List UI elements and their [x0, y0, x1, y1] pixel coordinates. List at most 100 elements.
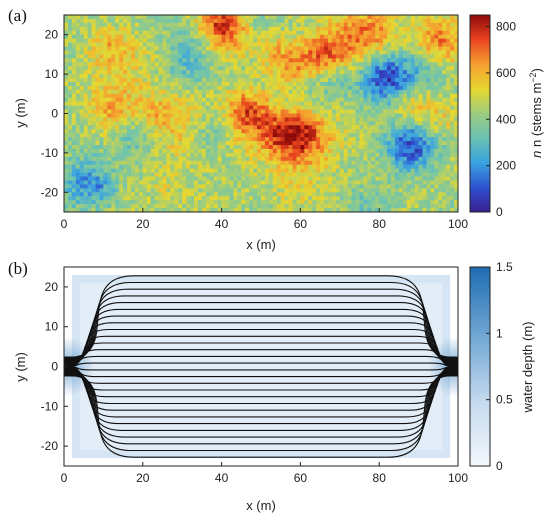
heatmap-cell: [339, 137, 345, 142]
heatmap-cell: [442, 145, 447, 150]
heatmap-cell: [430, 101, 435, 107]
heatmap-cell: [107, 117, 112, 122]
heatmap-cell: [99, 109, 104, 114]
heatmap-cell: [367, 188, 372, 193]
heatmap-cell: [257, 62, 262, 67]
heatmap-cell: [150, 180, 156, 185]
heatmap-cell: [162, 125, 167, 130]
heatmap-cell: [115, 93, 120, 99]
heatmap-cell: [237, 15, 242, 20]
heatmap-cell: [99, 200, 104, 205]
heatmap-cell: [115, 176, 120, 181]
heatmap-cell: [264, 34, 270, 40]
heatmap-cell: [162, 113, 167, 118]
heatmap-cell: [327, 156, 333, 162]
heatmap-cell: [371, 184, 376, 189]
heatmap-cell: [186, 46, 191, 51]
heatmap-cell: [394, 54, 400, 59]
heatmap-cell: [371, 160, 376, 166]
heatmap-cell: [359, 66, 364, 71]
heatmap-cell: [300, 148, 305, 154]
heatmap-cell: [107, 200, 112, 205]
heatmap-cell: [410, 192, 416, 197]
heatmap-cell: [284, 188, 289, 193]
heatmap-cell: [406, 66, 412, 71]
heatmap-cell: [245, 85, 250, 91]
heatmap-cell: [233, 89, 238, 95]
heatmap-cell: [150, 208, 156, 212]
heatmap-cell: [103, 30, 108, 36]
heatmap-cell: [375, 89, 380, 95]
heatmap-cell: [320, 109, 325, 114]
heatmap-cell: [339, 148, 345, 154]
heatmap-cell: [426, 15, 431, 20]
heatmap-cell: [130, 113, 136, 118]
heatmap-cell: [430, 66, 435, 71]
heatmap-cell: [119, 113, 124, 118]
heatmap-cell: [320, 200, 325, 205]
heatmap-cell: [264, 145, 270, 150]
heatmap-cell: [225, 129, 230, 134]
heatmap-cell: [115, 74, 120, 79]
heatmap-cell: [430, 109, 435, 114]
heatmap-cell: [371, 176, 376, 181]
heatmap-cell: [83, 50, 89, 55]
heatmap-cell: [410, 22, 416, 28]
heatmap-cell: [272, 46, 278, 51]
heatmap-cell: [170, 97, 175, 103]
heatmap-cell: [316, 113, 321, 118]
heatmap-cell: [87, 168, 92, 173]
heatmap-cell: [123, 38, 128, 43]
heatmap-cell: [454, 113, 458, 118]
heatmap-cell: [264, 152, 270, 158]
heatmap-cell: [83, 204, 89, 209]
heatmap-cell: [434, 74, 439, 79]
heatmap-cell: [387, 46, 392, 51]
heatmap-cell: [327, 152, 333, 158]
heatmap-cell: [402, 208, 408, 212]
heatmap-cell: [197, 125, 203, 130]
heatmap-cell: [154, 168, 159, 173]
heatmap-cell: [194, 196, 199, 201]
heatmap-cell: [324, 42, 329, 47]
heatmap-cell: [450, 192, 455, 197]
heatmap-cell: [253, 101, 258, 107]
heatmap-cell: [394, 89, 400, 95]
heatmap-cell: [83, 188, 89, 193]
heatmap-cell: [123, 145, 128, 150]
heatmap-cell: [335, 81, 341, 87]
heatmap-cell: [450, 105, 455, 110]
heatmap-cell: [331, 156, 337, 162]
heatmap-cell: [391, 184, 396, 189]
heatmap-cell: [272, 208, 278, 212]
heatmap-cell: [379, 117, 384, 122]
heatmap-cell: [347, 81, 353, 87]
heatmap-cell: [296, 15, 301, 20]
heatmap-cell: [414, 160, 419, 166]
heatmap-cell: [178, 133, 183, 138]
heatmap-cell: [67, 137, 73, 142]
heatmap-cell: [146, 137, 152, 142]
heatmap-cell: [363, 117, 368, 122]
heatmap-cell: [83, 172, 89, 177]
heatmap-cell: [103, 70, 108, 75]
heatmap-cell: [154, 172, 159, 177]
heatmap-cell: [75, 93, 81, 99]
heatmap-cell: [197, 164, 203, 170]
heatmap-cell: [221, 121, 226, 126]
heatmap-cell: [134, 50, 140, 55]
heatmap-cell: [410, 196, 416, 201]
heatmap-cell: [237, 89, 242, 95]
heatmap-cell: [446, 156, 451, 162]
heatmap-cell: [241, 113, 246, 118]
heatmap-cell: [347, 22, 353, 28]
heatmap-cell: [75, 208, 81, 212]
heatmap-cell: [335, 89, 341, 95]
heatmap-cell: [257, 38, 262, 43]
heatmap-cell: [375, 85, 380, 91]
heatmap-cell: [134, 26, 140, 32]
heatmap-cell: [355, 137, 360, 142]
heatmap-cell: [264, 192, 270, 197]
heatmap-cell: [233, 204, 238, 209]
heatmap-cell: [154, 192, 159, 197]
